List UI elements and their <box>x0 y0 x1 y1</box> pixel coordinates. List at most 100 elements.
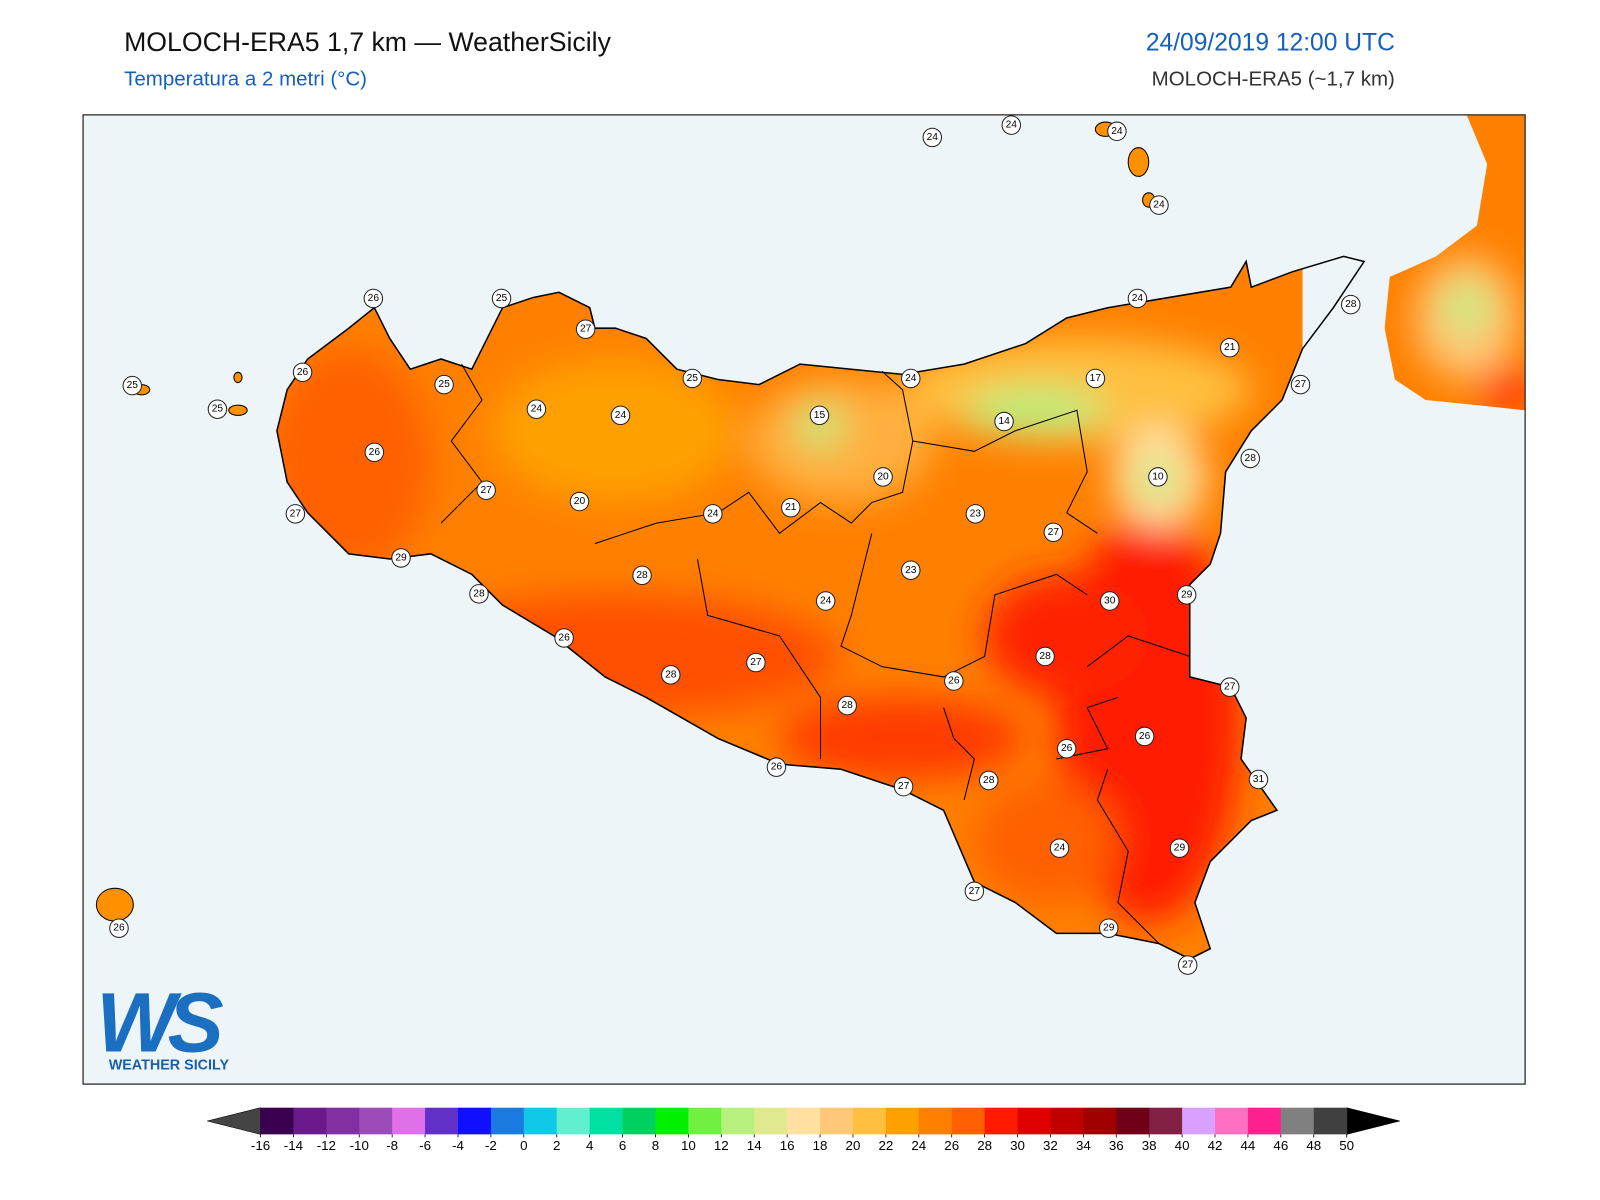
station: 28 <box>469 584 489 604</box>
station: 10 <box>1148 467 1168 487</box>
station-marker <box>632 565 652 586</box>
station: 24 <box>610 405 631 426</box>
station: 25 <box>491 288 512 309</box>
colorbar-box <box>1017 1107 1051 1135</box>
station-marker <box>1056 738 1077 759</box>
station: 29 <box>1169 838 1190 858</box>
colorbar-box <box>852 1107 887 1135</box>
colorbar-tick-label: 32 <box>1043 1138 1058 1153</box>
station-marker <box>1219 677 1240 697</box>
station-value: 24 <box>820 596 832 607</box>
station: 24 <box>1049 838 1070 858</box>
colorbar-tick-label: 40 <box>1175 1138 1190 1153</box>
station-value: 27 <box>580 324 592 335</box>
station-marker <box>109 918 129 938</box>
station-marker <box>364 442 385 463</box>
colorbar-under <box>207 1107 261 1135</box>
colorbar-tick-label: -16 <box>251 1138 270 1153</box>
station-marker <box>922 127 943 148</box>
station-value: 24 <box>927 132 939 143</box>
colorbar-box <box>457 1107 492 1135</box>
colorbar-tick-label: 34 <box>1076 1138 1091 1153</box>
station: 24 <box>1149 195 1169 215</box>
station-marker <box>569 491 590 512</box>
station-marker <box>901 560 921 580</box>
station-marker <box>1107 121 1127 142</box>
station-marker <box>391 548 411 568</box>
map-frame <box>82 114 1526 1085</box>
station: 24 <box>1001 115 1022 135</box>
station: 24 <box>901 368 921 389</box>
station-marker <box>1341 294 1361 315</box>
title: MOLOCH-ERA5 1,7 km — WeatherSicily <box>124 27 612 57</box>
colorbar-tick-label: 46 <box>1273 1138 1288 1153</box>
station-marker <box>207 399 228 419</box>
datetime: 24/09/2019 12:00 UTC <box>1146 30 1395 57</box>
station: 26 <box>1134 726 1155 747</box>
colorbar-box <box>1182 1107 1216 1135</box>
station: 27 <box>893 776 914 797</box>
station-marker <box>781 497 801 518</box>
station-marker <box>837 695 857 716</box>
station-marker <box>575 319 596 339</box>
sicily-field <box>276 256 1303 959</box>
station-value: 10 <box>1152 471 1164 482</box>
station: 28 <box>1035 646 1055 667</box>
station-marker <box>476 480 496 500</box>
station-value: 24 <box>615 410 627 421</box>
station: 26 <box>554 628 574 648</box>
colorbar-box <box>523 1107 558 1135</box>
colorbar-tick-label: 44 <box>1241 1138 1256 1153</box>
station-value: 25 <box>438 379 450 390</box>
colorbar-tick-label: -2 <box>485 1138 497 1153</box>
station: 24 <box>526 399 547 419</box>
station-value: 24 <box>905 373 917 384</box>
station: 23 <box>965 504 986 524</box>
colorbar-box <box>787 1107 821 1135</box>
station-value: 27 <box>1295 379 1307 390</box>
colorbar-box <box>721 1107 755 1135</box>
station-marker <box>965 504 986 524</box>
colorbar-box <box>490 1107 525 1135</box>
station-value: 24 <box>1006 120 1018 131</box>
station: 30 <box>1099 591 1120 611</box>
station-marker <box>434 374 454 395</box>
station: 20 <box>873 467 893 487</box>
colorbar-tick-label: 10 <box>681 1138 696 1153</box>
colorbar-box <box>556 1107 591 1135</box>
station-marker <box>703 504 723 524</box>
station: 24 <box>703 504 723 524</box>
station-value: 25 <box>212 404 224 415</box>
station-value: 27 <box>969 886 981 897</box>
station: 25 <box>682 368 703 389</box>
colorbar-tick-label: 30 <box>1010 1138 1025 1153</box>
station-marker <box>1240 448 1260 469</box>
station-value: 29 <box>395 552 407 563</box>
station-value: 24 <box>707 508 719 519</box>
station-value: 27 <box>290 508 302 519</box>
colorbar-box <box>293 1107 327 1135</box>
colorbar-tick-label: 0 <box>520 1138 527 1153</box>
colorbar-tick-label: 26 <box>944 1138 959 1153</box>
station-value: 15 <box>814 410 826 421</box>
station-marker <box>1035 646 1055 667</box>
station-value: 25 <box>687 373 699 384</box>
colorbar-tick-label: 12 <box>714 1138 729 1153</box>
station-value: 24 <box>1153 200 1165 211</box>
station-marker <box>978 770 999 791</box>
station-value: 27 <box>1048 527 1060 538</box>
colorbar-box <box>1280 1107 1315 1135</box>
station: 27 <box>285 504 306 524</box>
station-value: 28 <box>983 775 995 786</box>
colorbar-tick-label: 20 <box>846 1138 861 1153</box>
colorbar: -16 -14 -12 -10 -8 -6 -4 -2 0 2 4 6 8 10 12 14 16 18 20 22 2… <box>207 1107 1401 1153</box>
colorbar-tick-label: -4 <box>452 1138 464 1153</box>
station-value: 27 <box>750 657 762 668</box>
station-marker <box>1134 726 1155 747</box>
colorbar-box <box>1215 1107 1249 1135</box>
station: 27 <box>1177 955 1198 975</box>
colorbar-over <box>1346 1107 1401 1135</box>
station-marker <box>1219 337 1240 358</box>
station: 24 <box>1127 288 1148 309</box>
